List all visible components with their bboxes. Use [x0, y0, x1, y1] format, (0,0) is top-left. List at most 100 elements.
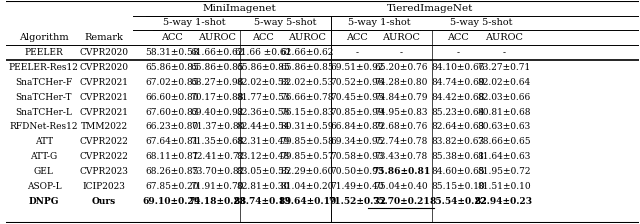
Text: 84.10±0.66: 84.10±0.66	[431, 63, 485, 72]
Text: 82.36±0.58: 82.36±0.58	[236, 108, 290, 116]
Text: 72.41±0.72: 72.41±0.72	[191, 152, 244, 161]
Text: 75.70±0.21: 75.70±0.21	[372, 196, 430, 206]
Text: SnaTCHer-T: SnaTCHer-T	[15, 93, 72, 102]
Text: 5-way 1-shot: 5-way 1-shot	[163, 18, 226, 28]
Text: 68.26±0.85: 68.26±0.85	[145, 167, 198, 176]
Text: ACC: ACC	[346, 33, 367, 42]
Text: 75.04±0.40: 75.04±0.40	[374, 182, 428, 191]
Text: 79.85±0.57: 79.85±0.57	[280, 152, 334, 161]
Text: -: -	[457, 48, 460, 57]
Text: 84.74±0.69: 84.74±0.69	[431, 78, 485, 87]
Text: AUROC: AUROC	[382, 33, 420, 42]
Text: 83.05±0.55: 83.05±0.55	[236, 167, 290, 176]
Text: 74.95±0.83: 74.95±0.83	[374, 108, 428, 116]
Text: 84.60±0.65: 84.60±0.65	[431, 167, 485, 176]
Text: GEL: GEL	[34, 167, 54, 176]
Text: 68.27±0.96: 68.27±0.96	[191, 78, 244, 87]
Text: 67.64±0.81: 67.64±0.81	[145, 137, 198, 146]
Text: MiniImagenet: MiniImagenet	[203, 4, 276, 13]
Text: 73.43±0.78: 73.43±0.78	[374, 152, 428, 161]
Text: 82.03±0.66: 82.03±0.66	[477, 93, 531, 102]
Text: 61.66±0.62: 61.66±0.62	[191, 48, 244, 57]
Text: 84.42±0.68: 84.42±0.68	[431, 93, 485, 102]
Text: 65.86±0.85: 65.86±0.85	[191, 63, 244, 72]
Text: ACC: ACC	[447, 33, 469, 42]
Text: 71.37±0.80: 71.37±0.80	[191, 122, 244, 131]
Text: CVPR2023: CVPR2023	[79, 167, 129, 176]
Text: 74.28±0.80: 74.28±0.80	[374, 78, 428, 87]
Text: 65.86±0.85: 65.86±0.85	[280, 63, 334, 72]
Text: CVPR2021: CVPR2021	[79, 78, 129, 87]
Text: 67.85±0.20: 67.85±0.20	[145, 182, 198, 191]
Text: 85.38±0.61: 85.38±0.61	[431, 152, 485, 161]
Text: DNPG: DNPG	[29, 196, 59, 206]
Text: 67.02±0.85: 67.02±0.85	[145, 78, 198, 87]
Text: 58.31±0.58: 58.31±0.58	[145, 48, 198, 57]
Text: 82.02±0.53: 82.02±0.53	[236, 78, 290, 87]
Text: 85.23±0.64: 85.23±0.64	[431, 108, 485, 116]
Text: 74.84±0.79: 74.84±0.79	[374, 93, 428, 102]
Text: 61.66 ±0.62: 61.66 ±0.62	[235, 48, 291, 57]
Text: ACC: ACC	[161, 33, 182, 42]
Text: 69.34±0.95: 69.34±0.95	[330, 137, 383, 146]
Text: 67.60±0.83: 67.60±0.83	[145, 108, 198, 116]
Text: 66.84±0.89: 66.84±0.89	[330, 122, 383, 131]
Text: 73.70±0.82: 73.70±0.82	[191, 167, 244, 176]
Text: 71.35±0.68: 71.35±0.68	[191, 137, 244, 146]
Text: 82.29±0.60: 82.29±0.60	[281, 167, 334, 176]
Text: 83.12±0.48: 83.12±0.48	[236, 152, 290, 161]
Text: 69.10±0.29: 69.10±0.29	[143, 196, 201, 206]
Text: -: -	[355, 48, 358, 57]
Text: 70.50±0.93: 70.50±0.93	[330, 167, 383, 176]
Text: 5-way 5-shot: 5-way 5-shot	[254, 18, 316, 28]
Text: 81.51±0.10: 81.51±0.10	[477, 182, 531, 191]
Text: ICIP2023: ICIP2023	[83, 182, 125, 191]
Text: 81.04±0.20: 81.04±0.20	[281, 182, 334, 191]
Text: 83.82±0.63: 83.82±0.63	[431, 137, 484, 146]
Text: 85.54±0.22: 85.54±0.22	[429, 196, 487, 206]
Text: 79.85±0.58: 79.85±0.58	[280, 137, 334, 146]
Text: 68.11±0.81: 68.11±0.81	[145, 152, 198, 161]
Text: 81.95±0.72: 81.95±0.72	[477, 167, 531, 176]
Text: 65.86±0.85: 65.86±0.85	[145, 63, 198, 72]
Text: 71.91±0.70: 71.91±0.70	[191, 182, 244, 191]
Text: 65.86±0.85: 65.86±0.85	[236, 63, 290, 72]
Text: 70.45±0.95: 70.45±0.95	[330, 93, 383, 102]
Text: CVPR2021: CVPR2021	[79, 108, 129, 116]
Text: AUROC: AUROC	[485, 33, 523, 42]
Text: 80.63±0.63: 80.63±0.63	[477, 122, 531, 131]
Text: 66.23±0.80: 66.23±0.80	[145, 122, 198, 131]
Text: CVPR2021: CVPR2021	[79, 93, 129, 102]
Text: 70.52±0.96: 70.52±0.96	[330, 78, 383, 87]
Text: 70.17±0.88: 70.17±0.88	[191, 93, 244, 102]
Text: TMM2022: TMM2022	[81, 122, 127, 131]
Text: 83.64±0.19: 83.64±0.19	[278, 196, 337, 206]
Text: 73.27±0.71: 73.27±0.71	[477, 63, 531, 72]
Text: 61.66±0.62: 61.66±0.62	[281, 48, 334, 57]
Text: AUROC: AUROC	[289, 33, 326, 42]
Text: Ours: Ours	[92, 196, 116, 206]
Text: 80.31±0.59: 80.31±0.59	[280, 122, 334, 131]
Text: 5-way 1-shot: 5-way 1-shot	[348, 18, 410, 28]
Text: 71.52±0.32: 71.52±0.32	[328, 196, 386, 206]
Text: CVPR2022: CVPR2022	[79, 137, 129, 146]
Text: PEELER-Res12: PEELER-Res12	[9, 63, 79, 72]
Text: -: -	[399, 48, 403, 57]
Text: ATT-G: ATT-G	[30, 152, 58, 161]
Text: CVPR2020: CVPR2020	[79, 48, 129, 57]
Text: CVPR2022: CVPR2022	[79, 152, 129, 161]
Text: ASOP-L: ASOP-L	[27, 182, 61, 191]
Text: 82.31±0.49: 82.31±0.49	[236, 137, 290, 146]
Text: 81.64±0.63: 81.64±0.63	[477, 152, 531, 161]
Text: SnaTCHer-F: SnaTCHer-F	[15, 78, 72, 87]
Text: -: -	[502, 48, 505, 57]
Text: 65.20±0.76: 65.20±0.76	[374, 63, 428, 72]
Text: 82.94±0.23: 82.94±0.23	[475, 196, 533, 206]
Text: ATT: ATT	[35, 137, 53, 146]
Text: 80.81±0.68: 80.81±0.68	[477, 108, 531, 116]
Text: 76.15±0.83: 76.15±0.83	[280, 108, 334, 116]
Text: 82.81±0.30: 82.81±0.30	[236, 182, 290, 191]
Text: 70.85±0.99: 70.85±0.99	[330, 108, 383, 116]
Text: Algorithm: Algorithm	[19, 33, 68, 42]
Text: 69.40±0.92: 69.40±0.92	[191, 108, 244, 116]
